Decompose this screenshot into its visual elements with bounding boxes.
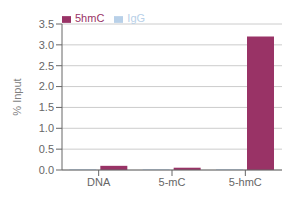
svg-text:2.5: 2.5 <box>39 60 54 72</box>
html-text:IgG: IgG <box>127 12 146 24</box>
svg-text:0.0: 0.0 <box>39 164 54 176</box>
html-text:5hmC: 5hmC <box>75 12 105 24</box>
svg-text:3.5: 3.5 <box>39 18 54 30</box>
svg-text:0.5: 0.5 <box>39 143 54 155</box>
svg-text:5-mC: 5-mC <box>159 176 186 188</box>
svg-text:2.0: 2.0 <box>39 80 54 92</box>
svg-text:DNA: DNA <box>87 176 111 188</box>
svg-text:1.5: 1.5 <box>39 101 54 113</box>
svg-text:5-hmC: 5-hmC <box>229 176 262 188</box>
svg-text:3.0: 3.0 <box>39 39 54 51</box>
svg-text:% Input: % Input <box>11 78 23 115</box>
svg-text:1.0: 1.0 <box>39 122 54 134</box>
